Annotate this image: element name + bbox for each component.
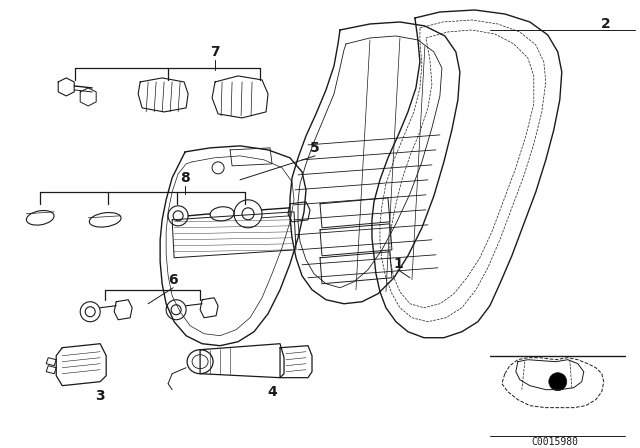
Text: 2: 2 — [601, 17, 611, 31]
Text: 7: 7 — [211, 45, 220, 59]
Circle shape — [549, 373, 567, 391]
Text: 1: 1 — [393, 257, 403, 271]
Text: 3: 3 — [95, 389, 105, 403]
Text: 6: 6 — [168, 273, 178, 287]
Text: C0015980: C0015980 — [531, 437, 579, 447]
Text: 4: 4 — [267, 385, 277, 399]
Text: 8: 8 — [180, 171, 190, 185]
Text: 5: 5 — [310, 141, 320, 155]
